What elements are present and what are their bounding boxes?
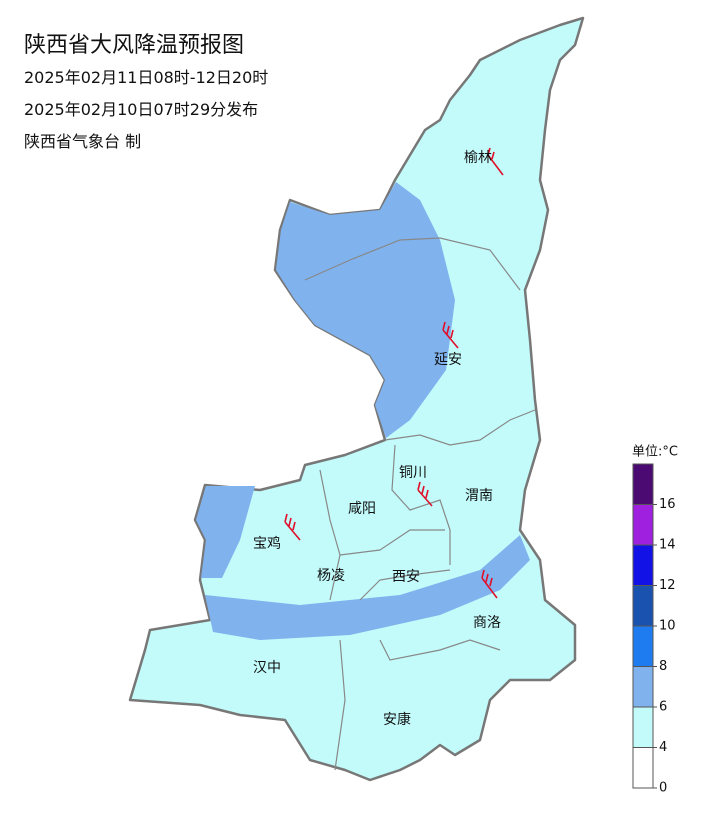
city-labels: 榆林 延安 铜川 咸阳 渭南 宝鸡 杨凌 西安 商洛 汉中 安康: [253, 150, 501, 728]
wind-barbs: [284, 147, 504, 599]
legend-tick-label: 10: [659, 619, 676, 634]
cooling-zone: [205, 535, 530, 640]
city-label: 渭南: [465, 488, 493, 504]
legend-tick-label: 0: [659, 781, 667, 796]
city-label: 汉中: [253, 660, 281, 676]
city-label: 宝鸡: [253, 535, 281, 552]
legend-swatch: [632, 666, 654, 708]
legend-tick-label: 14: [659, 538, 676, 553]
city-label: 咸阳: [348, 501, 376, 517]
legend-swatch: [632, 544, 654, 586]
legend-tick-label: 12: [659, 578, 676, 593]
issuer: 陕西省气象台 制: [24, 132, 141, 151]
city-label: 榆林: [464, 150, 492, 166]
city-label: 商洛: [473, 615, 501, 631]
map: 榆林 延安 铜川 咸阳 渭南 宝鸡 杨凌 西安 商洛 汉中 安康: [128, 16, 585, 782]
legend-swatch: [632, 463, 654, 505]
cooling-zone: [196, 486, 255, 578]
legend-swatch: [632, 747, 654, 789]
city-label: 延安: [434, 352, 462, 368]
city-boundaries: [304, 237, 536, 771]
legend-swatch: [632, 504, 654, 546]
province-area: [128, 16, 585, 782]
legend: 单位:°C 0 4 6 8 10 12 14 16: [632, 445, 678, 796]
issued-time: 2025年02月10日07时29分发布: [24, 100, 258, 119]
legend-tick-label: 6: [659, 700, 667, 715]
city-label: 杨凌: [317, 568, 345, 584]
legend-tick-label: 4: [659, 740, 667, 755]
city-label: 铜川: [399, 465, 427, 481]
legend-swatch: [632, 625, 654, 667]
legend-unit: 单位:°C: [632, 445, 678, 460]
time-range: 2025年02月11日08时-12日20时: [24, 68, 268, 87]
city-label: 西安: [392, 569, 420, 585]
cooling-zone: [276, 182, 455, 438]
legend-swatch: [632, 585, 654, 627]
legend-swatch: [632, 706, 654, 748]
legend-tick-label: 8: [659, 659, 667, 674]
legend-tick-label: 16: [659, 497, 676, 512]
city-label: 安康: [383, 711, 411, 728]
title: 陕西省大风降温预报图: [24, 33, 244, 58]
